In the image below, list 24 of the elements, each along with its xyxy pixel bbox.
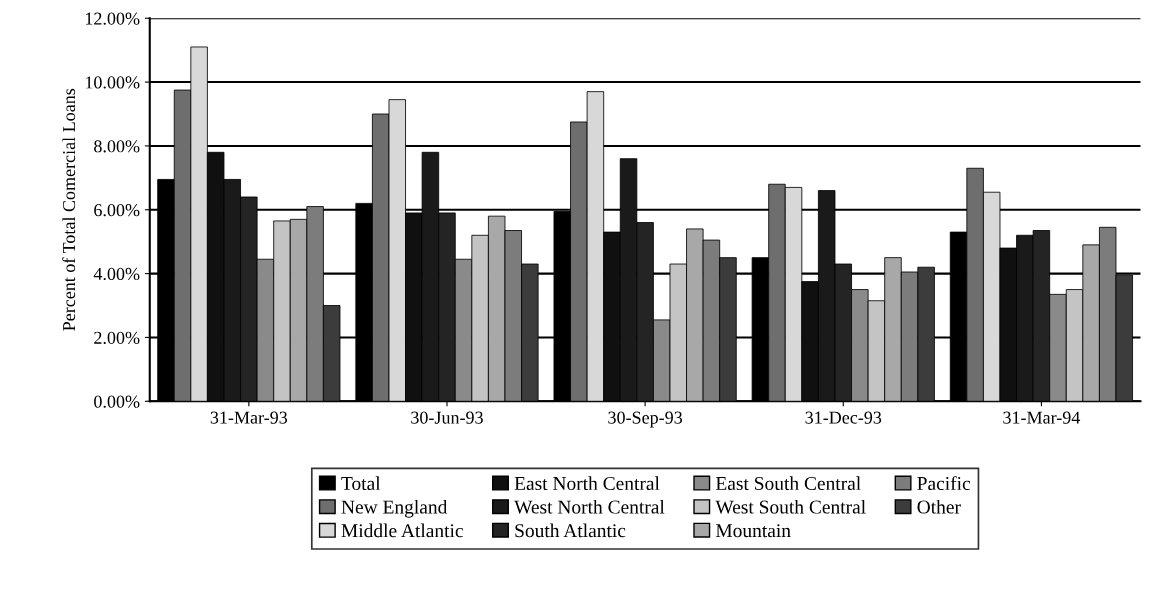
y-tick-label: 8.00% — [94, 140, 140, 153]
x-tick-label: 30-Jun-93 — [411, 411, 483, 424]
x-tick-label: 30-Sep-93 — [608, 411, 683, 428]
y-tick-label: 0.00% — [94, 395, 140, 408]
legend-label: South Atlantic — [515, 523, 626, 538]
y-tick-label: 6.00% — [94, 204, 140, 217]
y-tick-label: 2.00% — [94, 331, 140, 344]
legend-label: East North Central — [514, 476, 660, 491]
legend-label: West South Central — [715, 499, 866, 514]
legend-label: Other — [917, 499, 961, 514]
y-tick-label: 10.00% — [85, 76, 140, 89]
legend-label: Total — [341, 476, 381, 491]
legend-label: Mountain — [715, 524, 791, 538]
y-axis-title: Percent of Total Comercial Loans — [62, 88, 76, 331]
legend-label: West North Central — [514, 499, 665, 514]
y-tick-label: 12.00% — [85, 12, 140, 25]
x-tick-label: 31-Dec-93 — [805, 411, 882, 424]
legend-label: New England — [341, 499, 448, 518]
y-tick-label: 4.00% — [93, 267, 140, 281]
legend-label: East South Central — [715, 476, 861, 491]
legend-label: Pacific — [917, 476, 971, 491]
x-tick-label: 31-Mar-94 — [1003, 411, 1081, 424]
legend-label: Middle Atlantic — [341, 523, 463, 538]
x-tick-label: 31-Mar-93 — [210, 411, 288, 424]
